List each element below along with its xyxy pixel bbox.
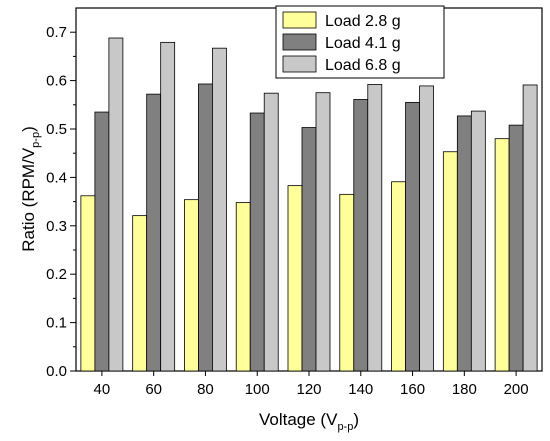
y-tick-label: 0.1 (46, 315, 67, 332)
bar-load-2-8-g-200 (494, 138, 510, 372)
bar-load-2-8-g-60 (132, 215, 148, 372)
bar-load-6-8-g-40 (108, 37, 124, 372)
y-tick-label: 0.6 (46, 73, 67, 90)
x-axis: 40 60 80 100 120 140 160 180 200 (94, 371, 529, 398)
bar-load-2-8-g-180 (442, 151, 458, 372)
y-axis: 0.0 0.1 0.2 0.3 0.4 0.5 0.6 0.7 (46, 24, 76, 380)
bar-load-4-1-g-80 (198, 83, 213, 372)
bar-load-6-8-g-80 (212, 47, 227, 372)
x-tick-label: 60 (145, 381, 162, 398)
y-tick-label: 0.3 (46, 218, 67, 235)
legend-label: Load 6.8 g (325, 57, 401, 74)
legend-label: Load 4.1 g (325, 35, 401, 52)
y-tick-label: 0.7 (46, 24, 67, 41)
bar-load-4-1-g-200 (508, 124, 524, 372)
legend-label: Load 2.8 g (325, 13, 401, 30)
x-tick-label: 140 (348, 381, 373, 398)
bar-load-6-8-g-140 (367, 84, 383, 372)
y-tick-label: 0.0 (46, 363, 67, 380)
y-tick-label: 0.2 (46, 266, 67, 283)
bar-load-4-1-g-180 (456, 115, 472, 372)
x-axis-title: Voltage (Vp-p) (259, 410, 359, 433)
bar-load-4-1-g-140 (353, 99, 369, 372)
bars-group (80, 37, 538, 372)
y-axis-title: Ratio (RPM/Vp-p) (19, 126, 42, 252)
x-tick-label: 120 (296, 381, 321, 398)
bar-load-6-8-g-160 (419, 85, 434, 372)
legend: Load 2.8 g Load 4.1 g Load 6.8 g (275, 5, 445, 79)
bar-load-6-8-g-100 (263, 92, 279, 372)
bar-load-4-1-g-160 (405, 101, 420, 372)
x-tick-label: 80 (197, 381, 214, 398)
bar-load-2-8-g-160 (391, 181, 406, 372)
bar-load-2-8-g-40 (80, 195, 96, 372)
y-tick-label: 0.4 (46, 169, 67, 186)
bar-load-4-1-g-60 (146, 93, 162, 372)
legend-swatch (282, 55, 317, 73)
x-tick-label: 200 (504, 381, 529, 398)
bar-load-2-8-g-100 (235, 202, 251, 372)
bar-load-6-8-g-60 (160, 41, 176, 372)
legend-swatch (282, 33, 317, 51)
bar-load-4-1-g-120 (301, 127, 317, 372)
bar-load-6-8-g-200 (522, 84, 538, 372)
bar-load-4-1-g-40 (94, 111, 110, 372)
bar-load-4-1-g-100 (249, 112, 265, 372)
bar-load-2-8-g-120 (287, 185, 303, 372)
x-tick-label: 180 (452, 381, 477, 398)
bar-load-6-8-g-180 (470, 110, 486, 372)
x-tick-label: 100 (245, 381, 270, 398)
legend-swatch (282, 11, 317, 29)
y-tick-label: 0.5 (46, 121, 67, 138)
bar-load-2-8-g-140 (339, 193, 355, 372)
x-tick-label: 40 (94, 381, 111, 398)
x-tick-label: 160 (400, 381, 425, 398)
bar-load-2-8-g-80 (184, 199, 199, 372)
bar-load-6-8-g-120 (315, 92, 331, 372)
